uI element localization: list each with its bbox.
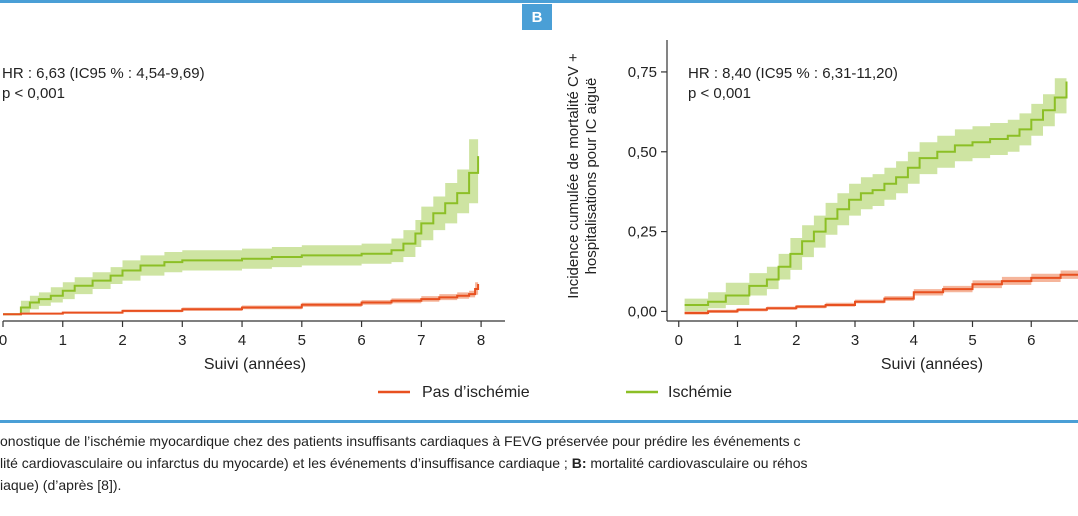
x-tick-label: 0 [0, 332, 7, 349]
x-tick-label: 1 [733, 332, 741, 349]
caption-panel-b-marker: B: [571, 455, 587, 471]
figure-caption: onostique de l’ischémie myocardique chez… [0, 430, 1078, 516]
p-value-annotation: p < 0,001 [2, 85, 65, 102]
y-tick-label: 0,50 [628, 144, 657, 161]
x-tick-label: 4 [910, 332, 918, 349]
x-tick-label: 8 [477, 332, 485, 349]
series-line-ischemie [3, 156, 480, 316]
x-axis-label: Suivi (années) [881, 356, 983, 373]
caption-text: mortalité cardiovasculaire ou réhos [586, 455, 808, 471]
caption-text: onostique de l’ischémie myocardique chez… [0, 433, 801, 449]
legend-label: Pas d’ischémie [422, 384, 530, 401]
chart-panel-a: 0 1 2 3 4 5 6 7 8 Suivi (années) HR : 6,63 (IC95 %… [0, 65, 505, 373]
legend-label: Ischémie [668, 384, 732, 401]
y-tick-label: 0,00 [628, 303, 657, 320]
figure-canvas: 0 1 2 3 4 5 6 7 8 Suivi (années) HR : 6,63 (IC95 %… [0, 40, 1078, 401]
series-line-ischemie [684, 81, 1068, 306]
x-tick-label: 6 [357, 332, 365, 349]
p-value-annotation: p < 0,001 [688, 85, 751, 102]
x-tick-label: 2 [118, 332, 126, 349]
x-tick-label: 3 [178, 332, 186, 349]
x-tick-label: 5 [298, 332, 306, 349]
x-tick-label: 2 [792, 332, 800, 349]
legend-item-pas-ischemie: Pas d’ischémie [378, 384, 530, 401]
y-tick-label: 0,75 [628, 64, 657, 81]
bottom-rule [0, 420, 1078, 423]
legend-item-ischemie: Ischémie [626, 384, 732, 401]
y-axis-label-line-2: hospitalisations pour IC aiguë [583, 78, 600, 275]
caption-text: lité cardiovasculaire ou infarctus du my… [0, 455, 572, 471]
panel-b-badge: B [522, 4, 552, 30]
ci-band-pas-ischemie [684, 270, 1078, 315]
x-tick-label: 0 [675, 332, 683, 349]
ci-band-ischemie [3, 125, 479, 315]
y-tick-label: 0,25 [628, 224, 657, 241]
x-tick-label: 6 [1027, 332, 1035, 349]
x-tick-label: 5 [968, 332, 976, 349]
series-line-pas-ischemie [3, 284, 480, 316]
chart-panel-b: 0 1 2 3 4 5 6 Suivi (années) 0,00 0,25 0,50 0,75 Inc… [565, 40, 1078, 373]
ci-band-ischemie [684, 59, 1067, 312]
y-axis-label: Incidence cumulée de mortalité CV + hospi… [565, 53, 600, 299]
x-axis-label: Suivi (années) [204, 356, 306, 373]
series-line-pas-ischemie [684, 273, 1078, 314]
hr-annotation: HR : 6,63 (IC95 % : 4,54-9,69) [2, 65, 205, 82]
caption-line-1: onostique de l’ischémie myocardique chez… [0, 430, 1078, 452]
top-rule [0, 0, 1078, 3]
hr-annotation: HR : 8,40 (IC95 % : 6,31-11,20) [688, 65, 898, 82]
x-tick-label: 7 [417, 332, 425, 349]
x-tick-label: 3 [851, 332, 859, 349]
y-axis-label-line-1: Incidence cumulée de mortalité CV + [565, 53, 582, 299]
x-tick-label: 4 [238, 332, 246, 349]
caption-line-3: iaque) (d’après [8]). [0, 474, 1078, 496]
caption-line-2: lité cardiovasculaire ou infarctus du my… [0, 452, 1078, 474]
x-tick-label: 1 [59, 332, 67, 349]
caption-text: iaque) (d’après [8]). [0, 477, 122, 493]
